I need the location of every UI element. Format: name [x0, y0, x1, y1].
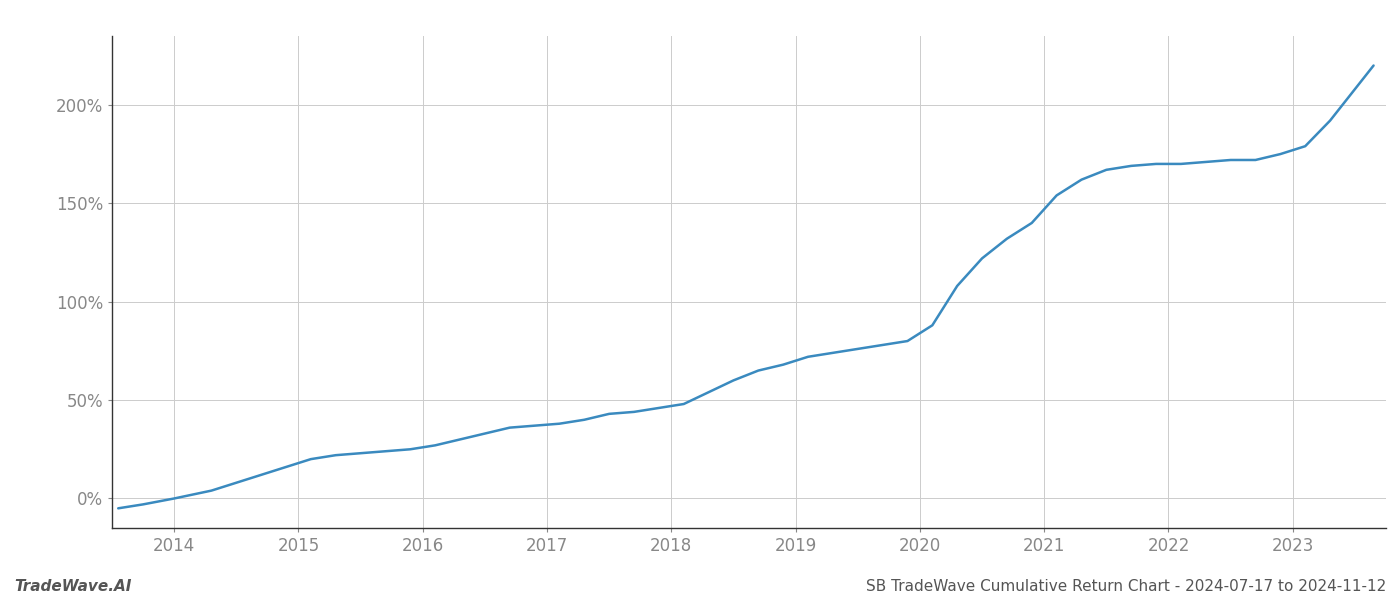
Text: TradeWave.AI: TradeWave.AI: [14, 579, 132, 594]
Text: SB TradeWave Cumulative Return Chart - 2024-07-17 to 2024-11-12: SB TradeWave Cumulative Return Chart - 2…: [865, 579, 1386, 594]
